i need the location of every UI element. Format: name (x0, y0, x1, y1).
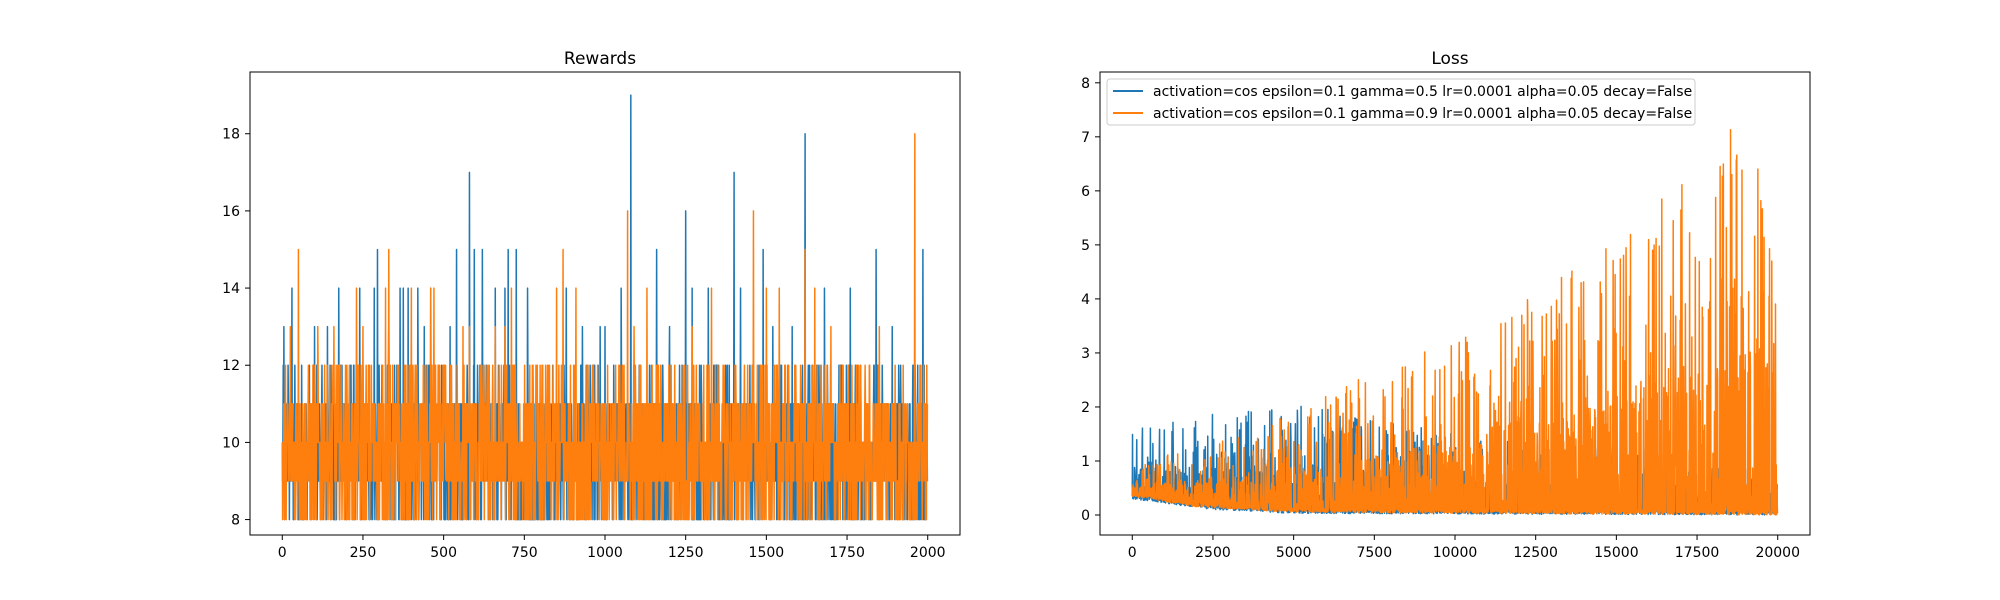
x-tick-label: 10000 (1433, 545, 1478, 561)
y-tick-label: 18 (222, 127, 240, 143)
x-tick-label: 0 (278, 545, 287, 561)
x-tick-label: 2000 (910, 545, 946, 561)
x-tick-label: 2500 (1195, 545, 1231, 561)
loss-series-line-2 (1131, 128, 1779, 516)
legend-box (1106, 78, 1696, 126)
rewards-y-ticks: 8 10 12 14 16 18 (222, 127, 250, 529)
legend-label-series-1: activation=cos epsilon=0.1 gamma=0.5 lr=… (1153, 84, 1692, 100)
x-tick-label: 20000 (1755, 545, 1800, 561)
loss-plot-area (1131, 128, 1779, 516)
x-tick-label: 1000 (587, 545, 623, 561)
y-tick-label: 14 (222, 281, 240, 297)
loss-chart: Loss 0 2500 5000 7500 10000 12500 15000 17500 20… (1081, 49, 1811, 561)
y-tick-label: 8 (1081, 76, 1090, 92)
x-tick-label: 15000 (1594, 545, 1639, 561)
x-tick-label: 12500 (1513, 545, 1558, 561)
loss-title: Loss (1431, 49, 1468, 69)
y-tick-label: 8 (231, 513, 240, 529)
loss-legend: activation=cos epsilon=0.1 gamma=0.5 lr=… (1106, 78, 1696, 126)
y-tick-label: 0 (1081, 508, 1090, 524)
rewards-x-ticks: 0 250 500 750 1000 1250 1500 1750 2000 (278, 535, 946, 561)
rewards-plot-area (281, 94, 929, 521)
x-tick-label: 7500 (1356, 545, 1392, 561)
x-tick-label: 1750 (829, 545, 865, 561)
x-tick-label: 250 (350, 545, 377, 561)
y-tick-label: 5 (1081, 238, 1090, 254)
y-tick-label: 7 (1081, 130, 1090, 146)
x-tick-label: 1250 (668, 545, 704, 561)
y-tick-label: 2 (1081, 400, 1090, 416)
y-tick-label: 4 (1081, 292, 1090, 308)
loss-y-ticks: 0 1 2 3 4 5 6 7 8 (1081, 76, 1100, 524)
x-tick-label: 17500 (1675, 545, 1720, 561)
loss-x-ticks: 0 2500 5000 7500 10000 12500 15000 17500 20000 (1128, 535, 1800, 561)
y-tick-label: 6 (1081, 184, 1090, 200)
y-tick-label: 10 (222, 435, 240, 451)
y-tick-label: 1 (1081, 454, 1090, 470)
rewards-title: Rewards (564, 49, 636, 69)
rewards-chart: Rewards 0 250 500 750 1000 1250 1500 1750 2000 8… (222, 49, 961, 561)
x-tick-label: 0 (1128, 545, 1137, 561)
x-tick-label: 500 (430, 545, 457, 561)
y-tick-label: 3 (1081, 346, 1090, 362)
x-tick-label: 750 (511, 545, 538, 561)
rewards-series-line-2 (281, 132, 929, 521)
x-tick-label: 1500 (749, 545, 785, 561)
x-tick-label: 5000 (1276, 545, 1312, 561)
y-tick-label: 16 (222, 204, 240, 220)
legend-label-series-2: activation=cos epsilon=0.1 gamma=0.9 lr=… (1153, 106, 1692, 122)
y-tick-label: 12 (222, 358, 240, 374)
